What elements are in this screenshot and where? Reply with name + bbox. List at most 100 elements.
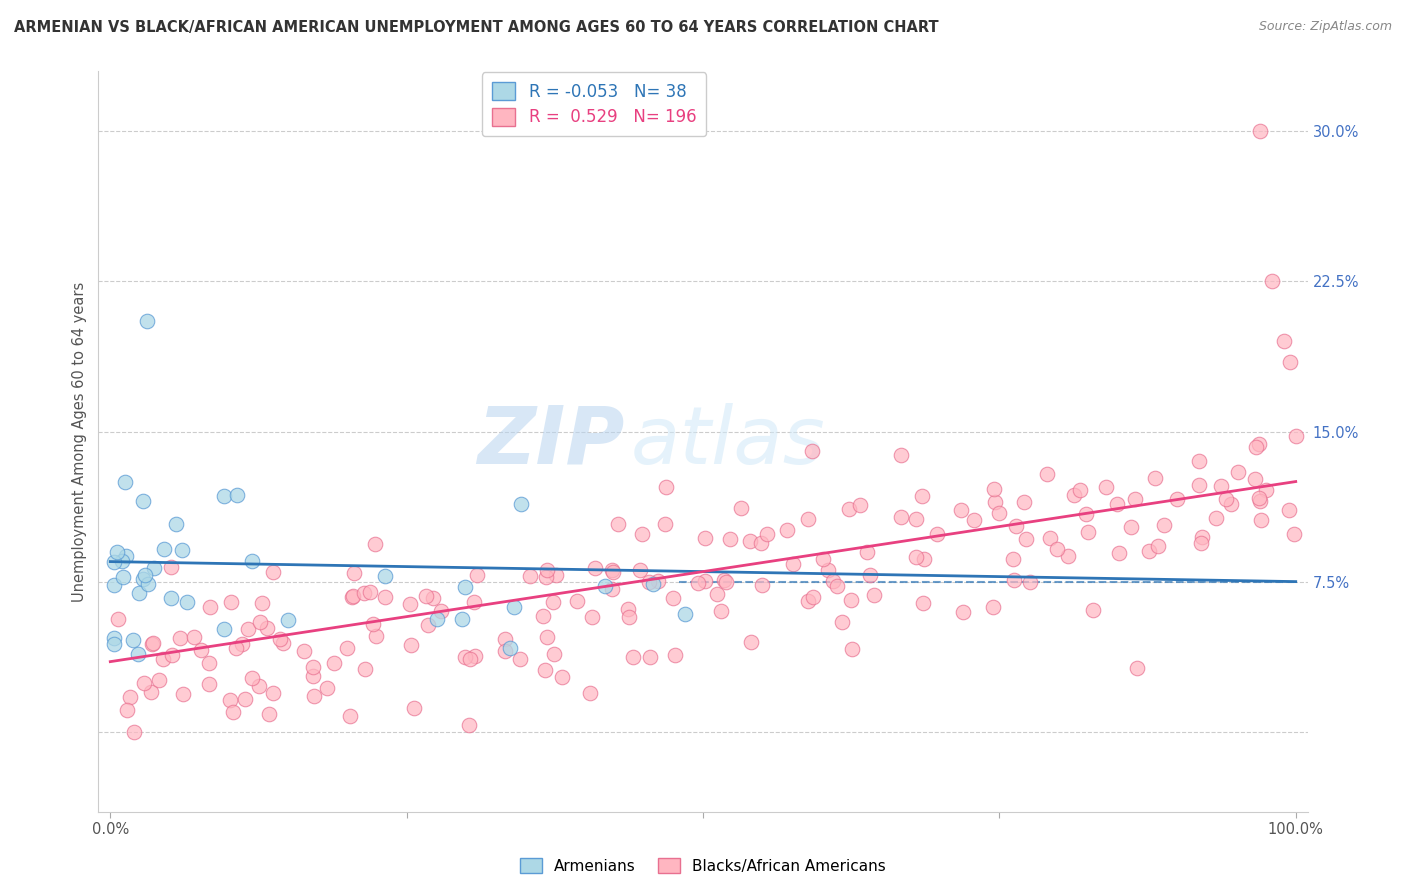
Point [1123,491,1146,506]
Point [120,690,142,705]
Point [827,578,849,592]
Point [987,506,1010,520]
Point [1108,546,1130,560]
Point [1219,497,1241,511]
Point [1036,467,1059,482]
Point [890,509,912,524]
Point [536,630,558,644]
Text: Source: ZipAtlas.com: Source: ZipAtlas.com [1258,20,1392,33]
Point [463,595,485,609]
Point [183,630,205,644]
Point [811,551,834,566]
Point [127,647,149,661]
Point [641,576,664,591]
Point [578,686,600,700]
Point [831,615,853,629]
Point [623,649,645,664]
Point [242,554,264,568]
Point [1282,526,1305,541]
Point [710,604,733,618]
Point [983,482,1005,496]
Point [465,568,488,582]
Point [1014,532,1036,546]
Point [740,635,762,649]
Point [534,570,557,584]
Point [141,637,163,651]
Point [316,681,339,695]
Point [1189,536,1212,550]
Point [1254,483,1277,497]
Point [111,570,134,584]
Point [252,595,274,609]
Point [128,585,150,599]
Point [1147,539,1170,553]
Point [353,663,375,677]
Point [103,631,125,645]
Point [1002,552,1025,566]
Point [519,569,541,583]
Point [981,599,1004,614]
Point [222,705,245,719]
Point [544,568,567,582]
Point [162,648,184,662]
Point [925,527,948,541]
Point [262,686,284,700]
Point [531,609,554,624]
Point [302,689,325,703]
Point [198,676,221,690]
Point [533,663,555,677]
Point [801,590,824,604]
Point [115,549,138,564]
Point [464,649,486,664]
Point [730,500,752,515]
Point [218,692,240,706]
Point [453,580,475,594]
Point [984,495,1007,509]
Point [122,632,145,647]
Point [606,516,628,531]
Point [839,592,862,607]
Point [1126,661,1149,675]
Point [912,551,935,566]
Point [654,517,676,532]
Point [134,568,156,582]
Point [366,629,388,643]
Point [153,541,176,556]
Point [269,632,291,646]
Point [751,577,773,591]
Point [107,612,129,626]
Point [1249,124,1271,138]
Point [602,566,624,580]
Legend: Armenians, Blacks/African Americans: Armenians, Blacks/African Americans [515,852,891,880]
Point [453,650,475,665]
Point [581,609,603,624]
Point [457,718,479,732]
Point [111,554,134,568]
Point [342,590,364,604]
Point [499,640,522,655]
Point [197,657,219,671]
Point [713,573,735,587]
Point [801,443,824,458]
Point [136,577,159,591]
Point [1272,334,1295,349]
Point [336,640,359,655]
Point [114,475,136,489]
Point [1107,497,1129,511]
Point [600,563,623,577]
Point [583,561,606,575]
Point [1077,525,1099,540]
Point [749,536,772,550]
Point [776,523,799,537]
Legend: R = -0.053   N= 38, R =  0.529   N= 196: R = -0.053 N= 38, R = 0.529 N= 196 [482,72,706,136]
Point [132,572,155,586]
Point [416,617,439,632]
Point [863,588,886,602]
Point [1187,454,1209,468]
Point [664,648,686,662]
Point [1094,480,1116,494]
Point [1143,470,1166,484]
Point [172,687,194,701]
Point [716,574,738,589]
Point [600,582,623,596]
